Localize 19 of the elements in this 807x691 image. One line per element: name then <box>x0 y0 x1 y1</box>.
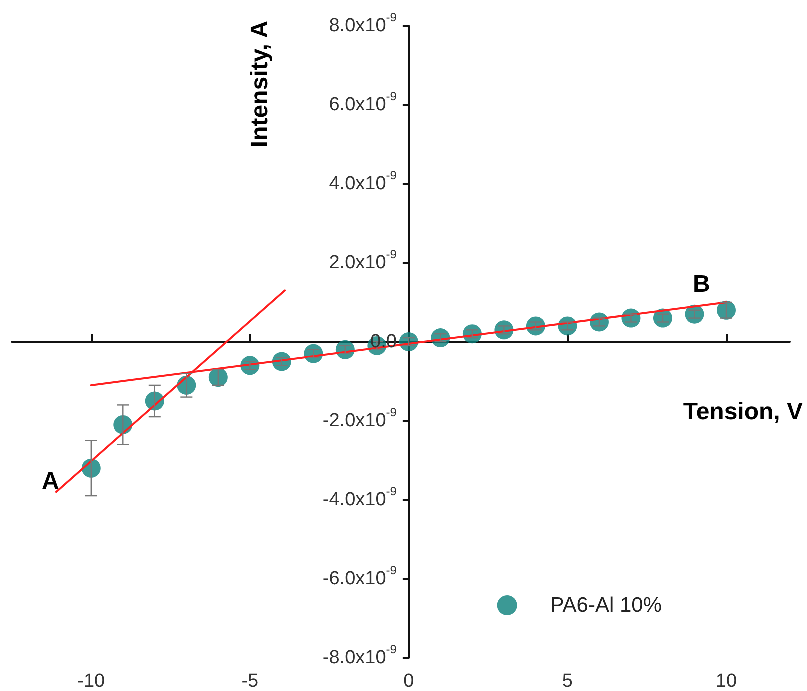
x-tick-label: 0 <box>404 671 414 691</box>
y-tick-label: 8.0x10$^{-9}$ <box>329 10 397 36</box>
x-axis-title: Tension, V <box>683 398 804 426</box>
y-tick-label: 4.0x10$^{-9}$ <box>329 168 397 194</box>
annotation: A <box>42 468 60 495</box>
y-tick-label: -2.0x10$^{-9}$ <box>322 406 397 432</box>
x-tick-label: -5 <box>242 671 259 691</box>
y-tick-label: 2.0x10$^{-9}$ <box>329 248 397 274</box>
y-axis-title: Intensity, A <box>246 20 274 148</box>
x-tick-label: 10 <box>716 671 738 691</box>
y-tick-label: 0.0 <box>370 332 397 352</box>
y-tick-label: -6.0x10$^{-9}$ <box>322 564 397 590</box>
y-tick-label: 6.0x10$^{-9}$ <box>329 90 397 116</box>
y-tick-label: -8.0x10$^{-9}$ <box>322 642 397 668</box>
x-tick-label: -10 <box>78 671 106 691</box>
y-tick-label: -4.0x10$^{-9}$ <box>322 484 397 510</box>
legend-label: PA6-Al 10% <box>550 594 662 617</box>
x-tick-label: 5 <box>562 671 574 691</box>
annotation: B <box>693 271 710 298</box>
